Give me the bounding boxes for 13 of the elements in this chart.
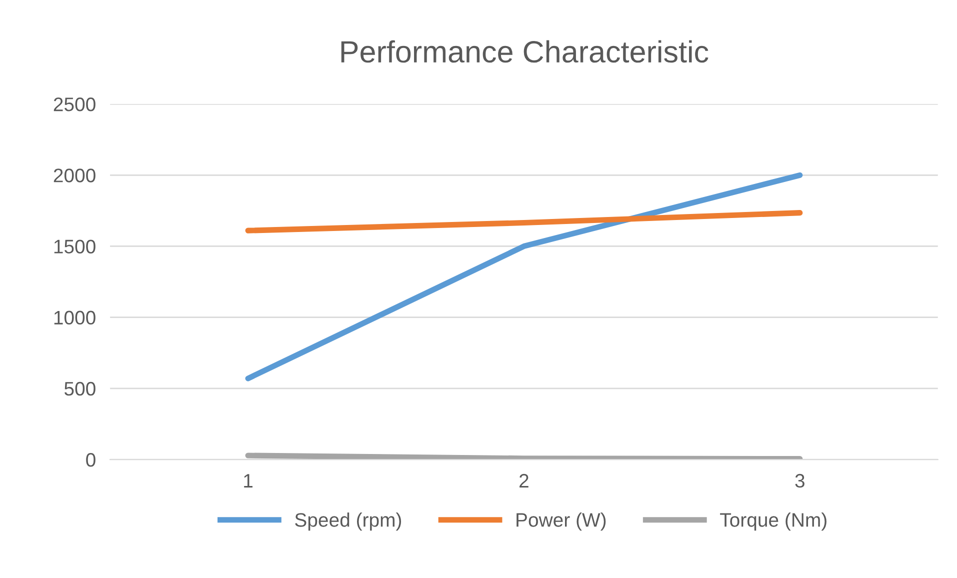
y-tick-label: 2000 [54, 168, 96, 182]
legend-label: Speed (rpm) [295, 512, 402, 531]
y-tick-label: 2500 [54, 98, 96, 112]
x-tick-label: 1 [244, 474, 252, 488]
y-tick-label: 500 [64, 382, 96, 396]
x-tick-label: 2 [520, 474, 528, 488]
y-tick-label: 1500 [54, 240, 96, 254]
chart-title: Performance Characteristic [341, 40, 708, 63]
legend-label: Torque (Nm) [720, 512, 826, 531]
y-tick-label: 1000 [54, 310, 96, 325]
legend-label: Power (W) [516, 512, 606, 531]
x-tick-label: 3 [795, 474, 804, 488]
y-tick-label: 0 [86, 452, 96, 467]
